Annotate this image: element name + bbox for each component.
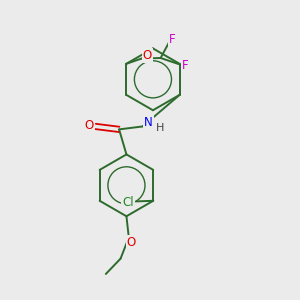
Text: N: N	[144, 116, 153, 129]
Text: O: O	[84, 119, 94, 132]
Text: Cl: Cl	[122, 196, 134, 209]
Text: F: F	[182, 58, 188, 72]
Text: O: O	[127, 236, 136, 249]
Text: O: O	[143, 49, 152, 62]
Text: H: H	[155, 123, 164, 133]
Text: F: F	[169, 33, 176, 46]
